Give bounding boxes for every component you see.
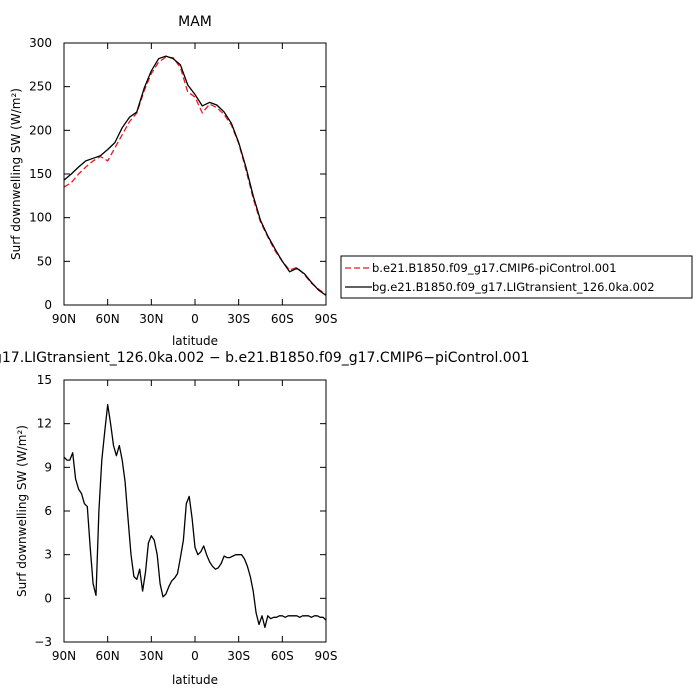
bottom-ytick-label-5: 12 [37, 417, 52, 431]
top-ytick-label-6: 300 [29, 36, 52, 50]
bottom-chart-title: bg.e21.B1850.f09_g17.LIGtransient_126.0k… [0, 350, 530, 366]
top-chart-ylabel-text: Surf downwelling SW (W/m²) [9, 88, 23, 260]
top-ytick-label-2: 100 [29, 211, 52, 225]
legend-label-ligtransient: bg.e21.B1850.f09_g17.LIGtransient_126.0k… [372, 280, 655, 294]
top-xtick-label-2: 30N [139, 312, 163, 326]
bottom-xtick-label-2: 30N [139, 649, 163, 663]
top-series-line-1 [63, 55, 327, 296]
top-ytick-label-5: 250 [29, 80, 52, 94]
top-ytick-label-4: 200 [29, 123, 52, 137]
bottom-ytick-label-2: 3 [44, 548, 52, 562]
bottom-chart-series [63, 404, 327, 629]
bottom-ytick-label-1: 0 [44, 591, 52, 605]
top-ytick-label-0: 0 [44, 298, 52, 312]
top-xtick-label-5: 60S [271, 312, 294, 326]
bottom-chart-ticks: 90N 60N 30N 0 30S 60S 90S −3 0 3 6 9 12 15 [34, 373, 337, 663]
bottom-ytick-label-6: 15 [37, 373, 52, 387]
bottom-chart-ylabel: Surf downwelling SW (W/m²) [15, 425, 29, 597]
bottom-xtick-label-6: 90S [315, 649, 338, 663]
bottom-xtick-label-1: 60N [96, 649, 120, 663]
top-chart-ylabel: Surf downwelling SW (W/m²) [9, 88, 23, 260]
legend: b.e21.B1850.f09_g17.CMIP6-piControl.001 … [340, 255, 693, 299]
bottom-chart-frame [63, 379, 327, 643]
bottom-chart-ylabel-text: Surf downwelling SW (W/m²) [15, 425, 29, 597]
bottom-xtick-label-5: 60S [271, 649, 294, 663]
bottom-xtick-label-0: 90N [52, 649, 76, 663]
top-chart-xlabel: latitude [172, 334, 218, 348]
top-xtick-label-3: 0 [191, 312, 199, 326]
top-chart-series [63, 55, 327, 296]
bottom-series-line-0 [63, 404, 327, 629]
bottom-chart: bg.e21.B1850.f09_g17.LIGtransient_126.0k… [0, 350, 530, 687]
legend-label-control: b.e21.B1850.f09_g17.CMIP6-piControl.001 [372, 261, 617, 275]
top-chart: MAM Surf downwelling SW (W/m²) latitude … [9, 14, 693, 348]
top-chart-title: MAM [178, 14, 212, 30]
top-xtick-label-0: 90N [52, 312, 76, 326]
top-xtick-label-1: 60N [96, 312, 120, 326]
bottom-chart-xlabel: latitude [172, 673, 218, 687]
bottom-ytick-label-3: 6 [44, 504, 52, 518]
top-xtick-label-4: 30S [227, 312, 250, 326]
top-chart-frame [63, 42, 327, 306]
top-ytick-label-3: 150 [29, 167, 52, 181]
bottom-ytick-label-4: 9 [44, 460, 52, 474]
top-chart-ticks: 90N 60N 30N 0 30S 60S 90S 0 50 100 150 200 250 300 [29, 36, 337, 326]
top-series-line-0 [63, 56, 327, 296]
bottom-xtick-label-4: 30S [227, 649, 250, 663]
top-xtick-label-6: 90S [315, 312, 338, 326]
legend-box [340, 255, 693, 299]
top-ytick-label-1: 50 [37, 254, 52, 268]
bottom-ytick-label-0: −3 [34, 635, 52, 649]
bottom-xtick-label-3: 0 [191, 649, 199, 663]
